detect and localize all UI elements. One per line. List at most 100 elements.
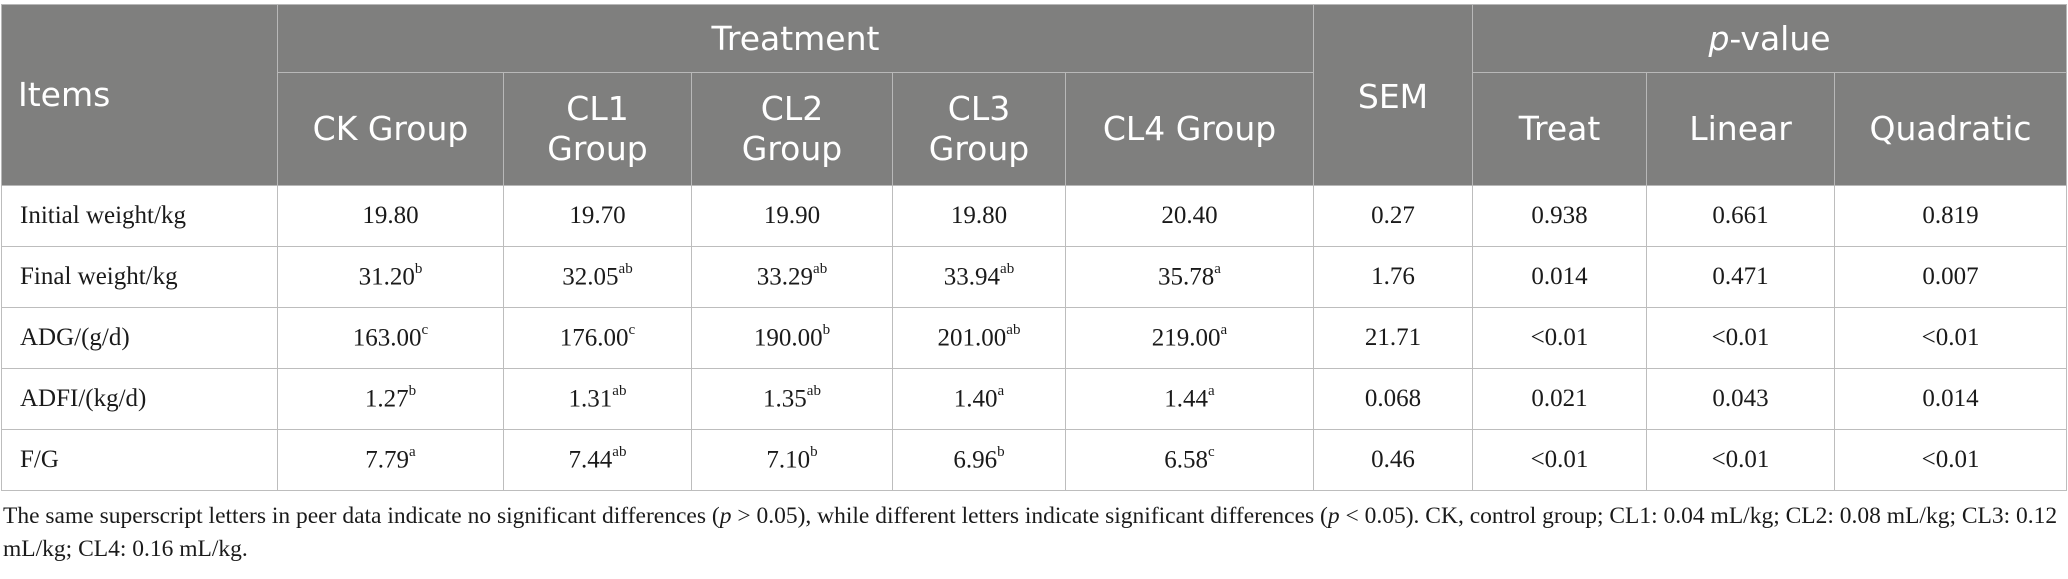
row-label: ADFI/(kg/d): [1, 368, 278, 430]
value-cell: 31.20b: [277, 246, 504, 308]
linear-cell: <0.01: [1646, 429, 1836, 491]
sem-cell: 0.27: [1313, 185, 1474, 247]
value-cell: 33.94ab: [892, 246, 1066, 308]
treat-cell: <0.01: [1472, 307, 1648, 369]
cell-value: 176.00: [559, 324, 629, 352]
group-header-3: CL3 Group: [892, 72, 1066, 186]
significance-letter: ab: [806, 382, 821, 399]
sem-cell: 1.76: [1313, 246, 1474, 308]
significance-letter: a: [409, 443, 416, 460]
value-cell: 19.80: [277, 185, 504, 247]
value-cell: 1.40a: [892, 368, 1066, 430]
value-cell: 7.79a: [277, 429, 504, 491]
quadratic-cell: <0.01: [1834, 429, 2068, 491]
cell-value: 201.00: [937, 324, 1007, 352]
table-row: Initial weight/kg 19.80 19.70 19.90 19.80 20.…: [1, 185, 2068, 247]
test-header-1: Linear: [1646, 72, 1836, 186]
cell-value: 19.90: [763, 202, 821, 229]
sem-header: SEM: [1313, 4, 1474, 186]
quadratic-cell: 0.007: [1834, 246, 2068, 308]
cell-value: 1.44: [1164, 385, 1209, 413]
quadratic-cell: 0.014: [1834, 368, 2068, 430]
results-table: Items Treatment SEM p-value CK Group CL1 G…: [1, 4, 2068, 491]
value-cell: 6.96b: [892, 429, 1066, 491]
test-header-0: Treat: [1472, 72, 1648, 186]
value-cell: 20.40: [1064, 185, 1315, 247]
group-header-line1: CL4 Group: [1102, 109, 1277, 148]
quadratic-cell: 0.819: [1834, 185, 2068, 247]
cell-value: 219.00: [1151, 324, 1221, 352]
value-cell: 6.58c: [1064, 429, 1315, 491]
value-cell: 219.00a: [1064, 307, 1315, 369]
significance-letter: a: [1214, 260, 1221, 277]
footnote-p-2: p: [1327, 503, 1340, 529]
cell-value: 35.78: [1158, 263, 1215, 291]
group-header-line2: Group: [928, 129, 1030, 168]
cell-value: 1.31: [568, 385, 613, 413]
value-cell: 32.05ab: [503, 246, 692, 308]
sem-cell: 21.71: [1313, 307, 1474, 369]
row-label: Initial weight/kg: [1, 185, 278, 247]
cell-value: 7.44: [568, 446, 613, 474]
cell-value: 1.27: [364, 385, 409, 413]
cell-value: 7.79: [365, 446, 410, 474]
table-row: F/G 7.79a 7.44ab 7.10b 6.96b 6.58c 0.46 <0.01 <0…: [1, 429, 2068, 491]
cell-value: 1.40: [953, 385, 998, 413]
value-cell: 1.27b: [277, 368, 504, 430]
test-header-2: Quadratic: [1834, 72, 2068, 186]
linear-cell: 0.043: [1646, 368, 1836, 430]
treat-cell: 0.938: [1472, 185, 1648, 247]
row-label: ADG/(g/d): [1, 307, 278, 369]
group-header-2: CL2 Group: [691, 72, 893, 186]
group-header-4: CL4 Group: [1064, 72, 1315, 186]
value-cell: 7.10b: [691, 429, 893, 491]
row-label: F/G: [1, 429, 278, 491]
group-header-line1: CL1: [566, 89, 629, 128]
value-cell: 35.78a: [1064, 246, 1315, 308]
value-cell: 1.44a: [1064, 368, 1315, 430]
value-cell: 7.44ab: [503, 429, 692, 491]
linear-cell: 0.661: [1646, 185, 1836, 247]
cell-value: 1.35: [763, 385, 807, 413]
treat-cell: 0.014: [1472, 246, 1648, 308]
value-cell: 19.80: [892, 185, 1066, 247]
footnote-text-2: > 0.05), while different letters indicat…: [731, 503, 1328, 529]
significance-letter: ab: [1000, 260, 1015, 277]
pvalue-header: p-value: [1472, 4, 2068, 73]
significance-letter: b: [997, 443, 1005, 460]
pvalue-rest: -value: [1729, 18, 1831, 58]
table-row: ADG/(g/d) 163.00c 176.00c 190.00b 201.00ab 21…: [1, 307, 2068, 369]
value-cell: 176.00c: [503, 307, 692, 369]
cell-value: 6.58: [1164, 446, 1209, 474]
cell-value: 33.94: [943, 263, 1001, 291]
sem-cell: 0.068: [1313, 368, 1474, 430]
treatment-header: Treatment: [276, 4, 1315, 73]
cell-value: 6.96: [953, 446, 998, 474]
group-header-line2: Group: [547, 129, 648, 168]
cell-value: 19.80: [950, 202, 1008, 229]
cell-value: 20.40: [1161, 202, 1218, 229]
group-header-1: CL1 Group: [503, 72, 692, 186]
significance-letter: b: [414, 260, 423, 277]
cell-value: 190.00: [753, 324, 823, 352]
cell-value: 33.29: [756, 263, 814, 291]
cell-value: 163.00: [352, 324, 422, 352]
table-footnote: The same superscript letters in peer dat…: [3, 500, 2063, 566]
significance-letter: b: [810, 443, 818, 460]
significance-letter: c: [628, 321, 636, 338]
pvalue-p: p: [1708, 18, 1730, 58]
group-header-line1: CK Group: [312, 109, 469, 148]
group-header-0: CK Group: [277, 72, 504, 186]
value-cell: 190.00b: [691, 307, 893, 369]
sem-cell: 0.46: [1313, 429, 1474, 491]
significance-letter: a: [997, 382, 1005, 399]
cell-value: 7.10: [766, 446, 811, 474]
significance-letter: b: [408, 382, 417, 399]
significance-letter: a: [1208, 382, 1215, 399]
treat-cell: <0.01: [1472, 429, 1648, 491]
value-cell: 163.00c: [277, 307, 504, 369]
significance-letter: ab: [618, 260, 633, 277]
items-header: Items: [1, 4, 278, 186]
footnote-text-1: The same superscript letters in peer dat…: [3, 503, 720, 529]
table-row: ADFI/(kg/d) 1.27b 1.31ab 1.35ab 1.40a 1.44a 0.…: [1, 368, 2068, 430]
